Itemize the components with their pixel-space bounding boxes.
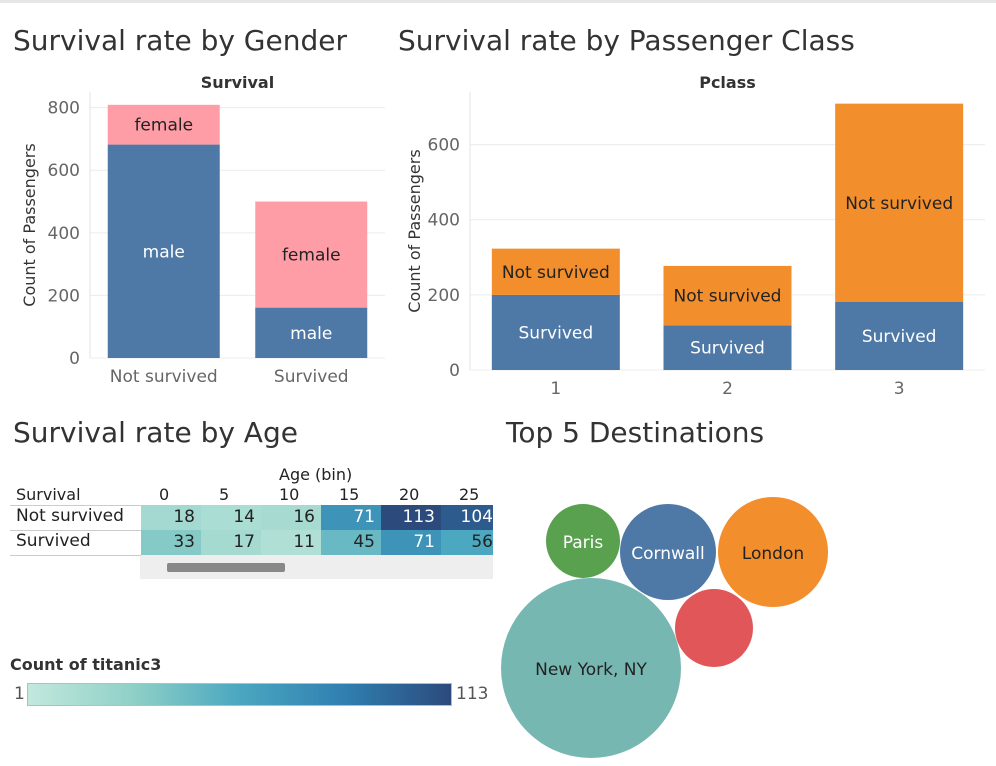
gender-bar-survived-female	[255, 201, 368, 308]
gender-data-label-not-survived-male: male	[143, 242, 185, 262]
gender-y-tick-600: 600	[48, 161, 80, 181]
heatmap-col-header-10: 10	[279, 485, 300, 504]
gender-y-tick-800: 800	[48, 99, 80, 119]
heatmap-cell-survived-10: 11	[261, 530, 321, 555]
heatmap-x-label: Age (bin)	[279, 465, 353, 484]
heatmap-row-separator	[10, 530, 141, 531]
pclass-chart-title: Survival rate by Passenger Class	[398, 24, 855, 57]
pclass-y-tick-600: 600	[428, 136, 460, 156]
age-heatmap: Age (bin) Survival 0 5 10 15 20 25 Not survive…	[0, 455, 500, 585]
heatmap-col-header-20: 20	[399, 485, 420, 504]
bubble-unlabeled	[675, 589, 753, 667]
gender-bar-not-survived-female	[107, 104, 220, 145]
pclass-bar-3-not-survived	[835, 103, 964, 303]
top-divider	[0, 0, 996, 3]
pclass-header-label: Pclass	[699, 73, 756, 92]
heatmap-header-separator	[10, 505, 141, 506]
heatmap-row-label-survived: Survived	[16, 531, 91, 551]
bubble-label-london: London	[742, 544, 804, 564]
pclass-y-tick-0: 0	[449, 361, 460, 381]
heatmap-scrollbar[interactable]	[140, 555, 493, 579]
color-legend-title: Count of titanic3	[10, 655, 162, 674]
heatmap-cell-not-survived-15: 71	[321, 505, 381, 530]
color-legend-max: 113	[456, 684, 489, 704]
gender-y-tick-0: 0	[69, 349, 80, 369]
heatmap-cell-survived-15: 45	[321, 530, 381, 555]
dest-chart-title: Top 5 Destinations	[506, 416, 765, 449]
pclass-bar-3-survived	[835, 302, 964, 370]
pclass-data-label-1-not-survived: Not survived	[502, 263, 610, 283]
bubble-cornwall	[620, 504, 716, 600]
gender-y-tick-400: 400	[48, 224, 80, 244]
gender-x-tick-not-survived: Not survived	[110, 367, 218, 387]
gender-y-axis-label: Count of Passengers	[20, 143, 39, 306]
pclass-y-tick-400: 400	[428, 211, 460, 231]
bubble-label-new-york-ny: New York, NY	[535, 660, 647, 680]
pclass-bar-1-survived	[491, 294, 620, 370]
pclass-bar-1-not-survived	[491, 248, 620, 295]
heatmap-cell-survived-25: 56	[441, 530, 493, 555]
pclass-data-label-1-survived: Survived	[519, 323, 594, 343]
bubble-london	[718, 497, 828, 607]
bubble-new-york-ny	[501, 578, 681, 758]
heatmap-cell-not-survived-10: 16	[261, 505, 321, 530]
heatmap-cell-not-survived-20: 113	[381, 505, 441, 530]
heatmap-cell-not-survived-25: 104	[441, 505, 493, 530]
bubble-label-cornwall: Cornwall	[631, 544, 705, 564]
color-legend-min: 1	[14, 684, 25, 704]
pclass-data-label-2-survived: Survived	[690, 339, 765, 359]
bubble-label-paris: Paris	[563, 533, 604, 553]
heatmap-col-header-15: 15	[339, 485, 360, 504]
pclass-bar-2-survived	[663, 325, 792, 370]
pclass-x-tick-2: 2	[722, 379, 733, 399]
gender-data-label-survived-female: female	[282, 246, 341, 266]
pclass-y-tick-200: 200	[428, 286, 460, 306]
gender-bar-survived-male	[255, 307, 368, 358]
heatmap-cell-survived-0: 33	[141, 530, 201, 555]
heatmap-row-header: Survival	[16, 485, 81, 504]
heatmap-scroll-thumb[interactable]	[167, 563, 285, 572]
gender-y-tick-200: 200	[48, 286, 80, 306]
pclass-x-tick-1: 1	[550, 379, 561, 399]
gender-x-tick-survived: Survived	[274, 367, 349, 387]
heatmap-col-header-0: 0	[159, 485, 170, 504]
gender-bar-not-survived-male	[107, 144, 220, 358]
bubble-paris	[546, 504, 620, 578]
age-chart-title: Survival rate by Age	[13, 416, 298, 449]
pclass-y-axis-label: Count of Passengers	[405, 149, 424, 312]
heatmap-col-header-5: 5	[219, 485, 230, 504]
heatmap-col-header-25: 25	[459, 485, 480, 504]
pclass-data-label-2-not-survived: Not survived	[674, 287, 782, 307]
color-legend-gradient	[27, 683, 452, 706]
pclass-bar-2-not-survived	[663, 265, 792, 326]
pclass-data-label-3-survived: Survived	[862, 327, 937, 347]
pclass-data-label-3-not-survived: Not survived	[845, 194, 953, 214]
heatmap-cell-not-survived-5: 14	[201, 505, 261, 530]
heatmap-cell-not-survived-0: 18	[141, 505, 201, 530]
heatmap-cell-survived-20: 71	[381, 530, 441, 555]
heatmap-row-separator	[10, 555, 141, 556]
gender-data-label-survived-male: male	[290, 324, 332, 344]
gender-chart-title: Survival rate by Gender	[13, 24, 347, 57]
heatmap-cell-survived-5: 17	[201, 530, 261, 555]
gender-header-label: Survival	[201, 73, 274, 92]
heatmap-row-label-not-survived: Not survived	[16, 506, 124, 526]
gender-data-label-not-survived-female: female	[134, 116, 193, 136]
pclass-x-tick-3: 3	[894, 379, 905, 399]
